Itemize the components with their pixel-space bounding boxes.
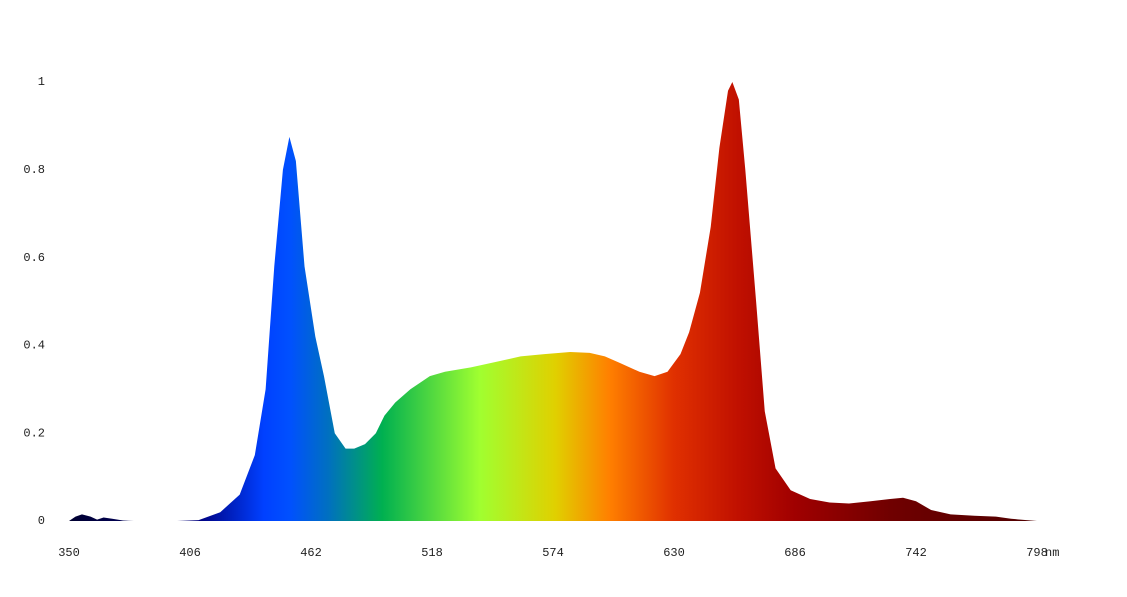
y-tick-label: 0.6 — [23, 251, 45, 265]
x-tick-label: 798 — [1026, 546, 1048, 560]
y-tick-label: 0.4 — [23, 339, 45, 353]
x-tick-label: 574 — [542, 546, 564, 560]
y-tick-label: 0.2 — [23, 426, 45, 440]
x-tick-label: 742 — [905, 546, 927, 560]
x-tick-label: 686 — [784, 546, 806, 560]
x-axis-unit: nm — [1045, 546, 1059, 560]
x-tick-label: 406 — [179, 546, 201, 560]
x-tick-label: 630 — [663, 546, 685, 560]
x-tick-label: 350 — [58, 546, 80, 560]
y-tick-label: 0.8 — [23, 163, 45, 177]
x-tick-label: 518 — [421, 546, 443, 560]
y-tick-label: 1 — [38, 75, 45, 89]
y-tick-label: 0 — [38, 514, 45, 528]
spectrum-area — [69, 82, 1037, 521]
x-tick-label: 462 — [300, 546, 322, 560]
